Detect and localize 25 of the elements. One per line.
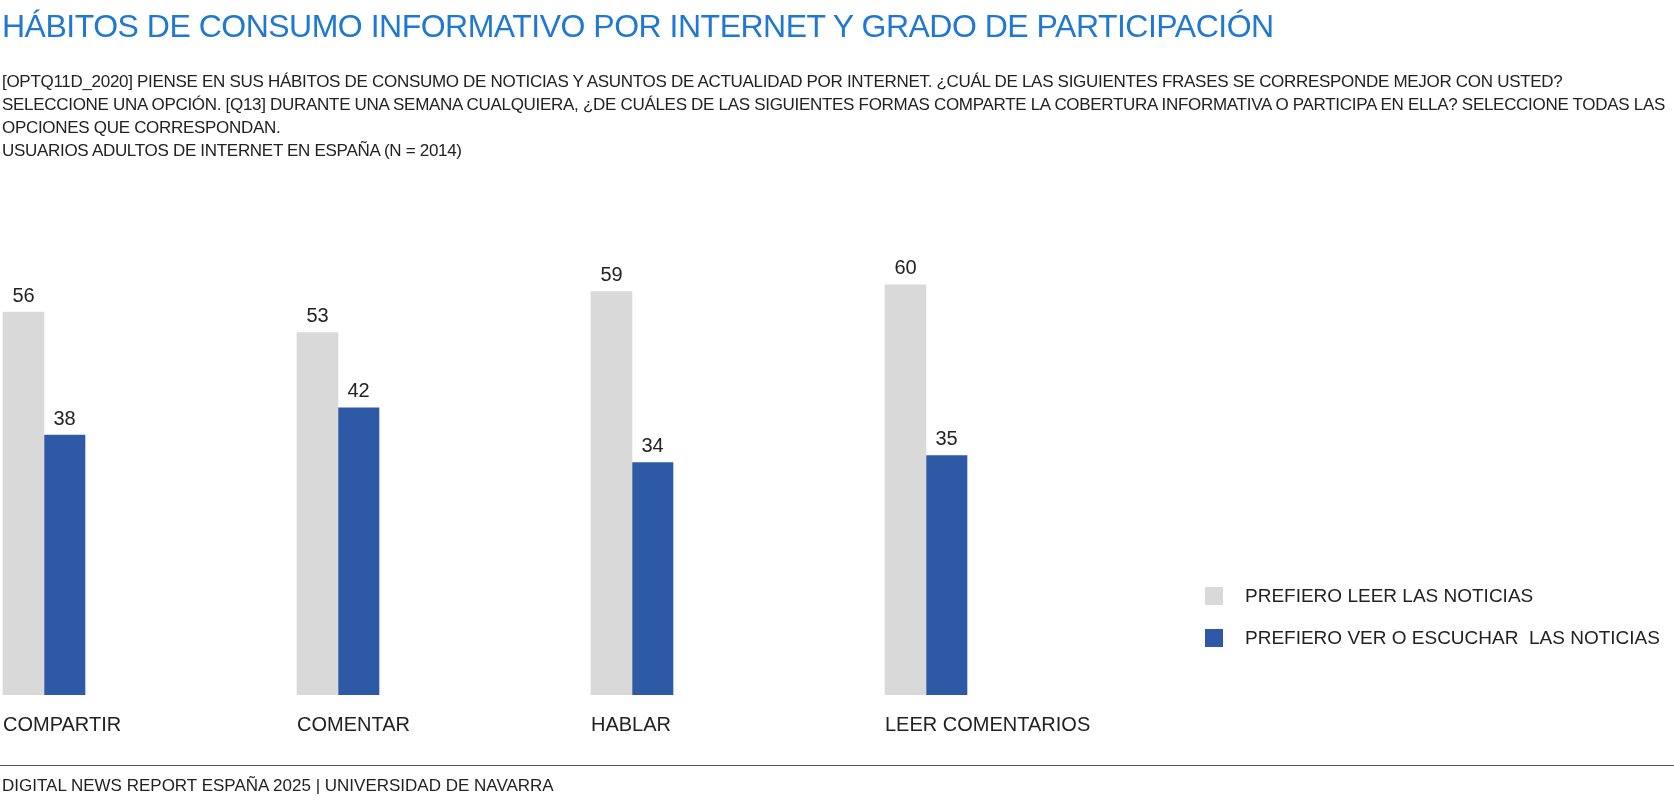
bar: [337, 407, 380, 695]
bar: [925, 455, 968, 695]
bar: [296, 332, 339, 695]
bar: [884, 284, 927, 695]
legend-label: PREFIERO LEER LAS NOTICIAS: [1245, 585, 1534, 607]
data-label: 53: [306, 304, 329, 327]
bar: [2, 311, 45, 695]
x-tick-label: COMPARTIR: [3, 712, 122, 735]
bar: [43, 434, 86, 695]
chart-subtitle: [OPTQ11D_2020] PIENSE EN SUS HÁBITOS DE CONSUMO DE NOTICIAS Y ASUNTOS DE ACTUALIDAD POR INTERNET. ¿CUÁL DE LAS SIGUIENTES FRASES SE CORRESPONDE MEJOR CON USTED? SELECCIONE UNA OPCIÓN. [Q13] DURANTE UNA SEMANA CUALQUIERA, ¿DE CUÁLES DE LAS SIGUIENTES FORMAS COMPARTE LA COBERTURA INFORMATIVA O PARTICIPA EN ELLA? SELECCIONE TODAS LAS OPCIONES QUE CORRESPONDAN. USUARIOS ADULTOS DE INTERNET EN ESPAÑA (N = 2014): [2, 71, 1666, 162]
data-label: 34: [641, 434, 664, 457]
chart-title: HÁBITOS DE CONSUMO INFORMATIVO POR INTERNET Y GRADO DE PARTICIPACIÓN: [2, 8, 1274, 45]
data-label: 42: [347, 379, 370, 402]
data-label: 35: [935, 427, 958, 450]
x-tick-label: LEER COMENTARIOS: [885, 712, 1091, 735]
data-label: 56: [12, 283, 35, 306]
bar: [590, 291, 633, 695]
x-tick-label: COMENTAR: [297, 712, 410, 735]
bar: [631, 462, 674, 695]
data-label: 59: [600, 263, 623, 286]
x-tick-label: HABLAR: [591, 712, 672, 735]
data-label: 60: [894, 256, 917, 279]
legend-label: PREFIERO VER O ESCUCHAR LAS NOTICIAS: [1245, 627, 1660, 649]
text: DIGITAL NEWS REPORT ESPAÑA 2025 | UNIVERSIDAD DE NAVARRA: [2, 776, 554, 796]
data-label: 38: [53, 406, 76, 429]
